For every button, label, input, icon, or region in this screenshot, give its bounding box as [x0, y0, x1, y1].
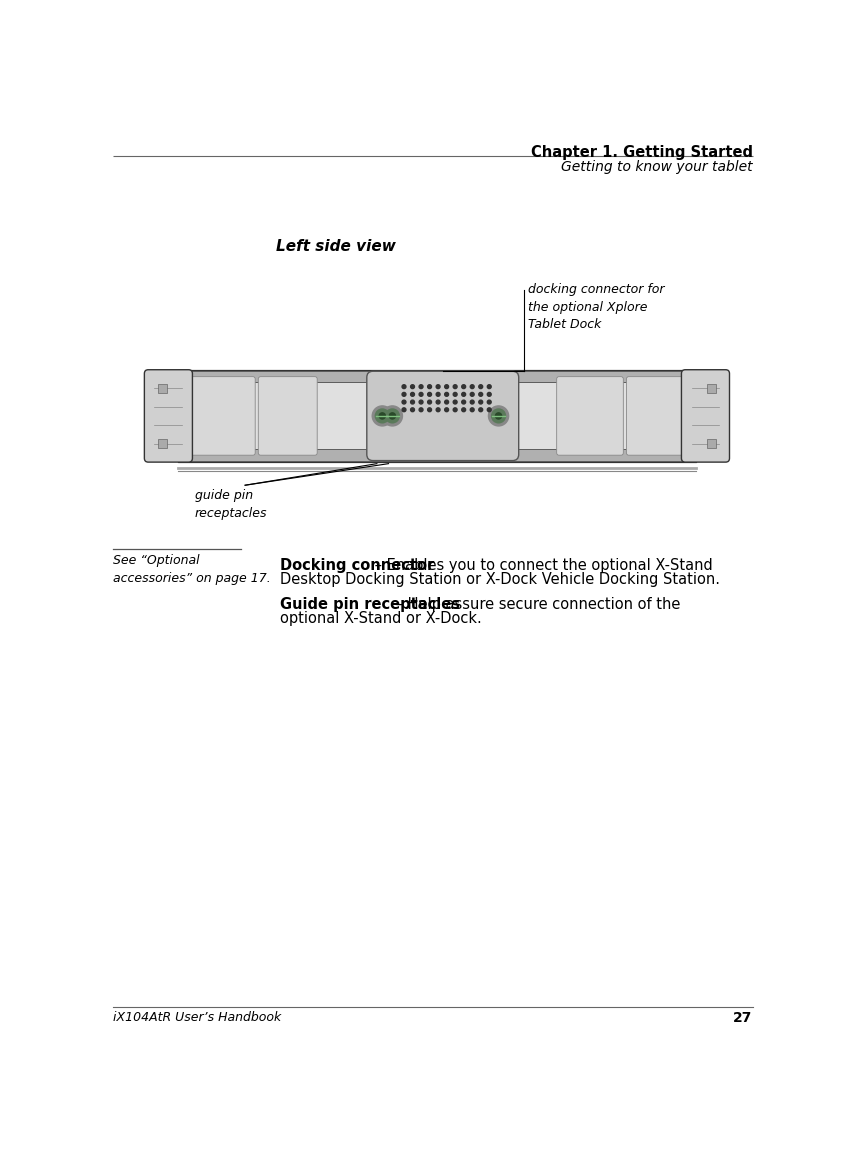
- Circle shape: [444, 392, 448, 397]
- Circle shape: [419, 400, 423, 403]
- Text: Guide pin receptacles: Guide pin receptacles: [279, 596, 459, 612]
- Circle shape: [419, 392, 423, 397]
- Text: 27: 27: [733, 1012, 752, 1025]
- Circle shape: [427, 385, 431, 388]
- Circle shape: [461, 408, 465, 412]
- Circle shape: [487, 408, 490, 412]
- Circle shape: [419, 385, 423, 388]
- Bar: [177, 370, 695, 462]
- Circle shape: [385, 409, 399, 423]
- Circle shape: [436, 400, 440, 403]
- Text: Left side view: Left side view: [276, 239, 396, 254]
- Circle shape: [410, 408, 414, 412]
- Text: guide pin
receptacles: guide pin receptacles: [194, 489, 267, 519]
- Circle shape: [410, 400, 414, 403]
- Circle shape: [470, 392, 473, 397]
- Circle shape: [372, 406, 392, 425]
- Circle shape: [402, 385, 405, 388]
- Circle shape: [410, 392, 414, 397]
- Circle shape: [402, 400, 405, 403]
- Circle shape: [452, 385, 457, 388]
- Circle shape: [402, 392, 405, 397]
- Text: Chapter 1. Getting Started: Chapter 1. Getting Started: [530, 144, 752, 160]
- Text: See “Optional
accessories” on page 17.: See “Optional accessories” on page 17.: [113, 554, 271, 585]
- Circle shape: [470, 400, 473, 403]
- Bar: [177, 371, 695, 383]
- Circle shape: [402, 408, 405, 412]
- Circle shape: [427, 392, 431, 397]
- Bar: [157, 384, 166, 393]
- FancyBboxPatch shape: [188, 377, 255, 455]
- Circle shape: [410, 385, 414, 388]
- Text: – Enables you to connect the optional X-Stand: – Enables you to connect the optional X-…: [369, 558, 711, 573]
- Circle shape: [461, 400, 465, 403]
- Circle shape: [470, 385, 473, 388]
- Circle shape: [487, 392, 490, 397]
- FancyBboxPatch shape: [556, 377, 623, 455]
- FancyBboxPatch shape: [144, 370, 192, 462]
- FancyBboxPatch shape: [680, 370, 728, 462]
- Circle shape: [427, 408, 431, 412]
- Circle shape: [444, 400, 448, 403]
- Text: docking connector for
the optional Xplore
Tablet Dock: docking connector for the optional Xplor…: [528, 283, 663, 332]
- Bar: [706, 384, 716, 393]
- Circle shape: [427, 400, 431, 403]
- Circle shape: [487, 385, 490, 388]
- Circle shape: [375, 409, 389, 423]
- Text: Desktop Docking Station or X-Dock Vehicle Docking Station.: Desktop Docking Station or X-Dock Vehicl…: [279, 572, 719, 587]
- Circle shape: [436, 392, 440, 397]
- Circle shape: [487, 400, 490, 403]
- Circle shape: [436, 385, 440, 388]
- Circle shape: [461, 385, 465, 388]
- Circle shape: [436, 408, 440, 412]
- Circle shape: [379, 413, 385, 418]
- Text: – Help assure secure connection of the: – Help assure secure connection of the: [390, 596, 679, 612]
- Circle shape: [491, 409, 505, 423]
- Circle shape: [495, 413, 501, 418]
- FancyBboxPatch shape: [625, 377, 692, 455]
- Circle shape: [419, 408, 423, 412]
- Circle shape: [452, 408, 457, 412]
- FancyBboxPatch shape: [258, 377, 316, 455]
- Circle shape: [381, 406, 402, 425]
- Circle shape: [461, 392, 465, 397]
- Circle shape: [479, 385, 482, 388]
- Text: optional X-Stand or X-Dock.: optional X-Stand or X-Dock.: [279, 610, 481, 625]
- Circle shape: [452, 400, 457, 403]
- Circle shape: [479, 392, 482, 397]
- Bar: [177, 450, 695, 460]
- Text: iX104AtR User’s Handbook: iX104AtR User’s Handbook: [113, 1012, 281, 1024]
- Text: Getting to know your tablet: Getting to know your tablet: [560, 161, 752, 175]
- Bar: [706, 439, 716, 449]
- Circle shape: [488, 406, 508, 425]
- Circle shape: [444, 385, 448, 388]
- Bar: [157, 439, 166, 449]
- Circle shape: [452, 392, 457, 397]
- Circle shape: [389, 413, 395, 418]
- Circle shape: [470, 408, 473, 412]
- Circle shape: [444, 408, 448, 412]
- Text: Docking connector: Docking connector: [279, 558, 434, 573]
- Circle shape: [479, 408, 482, 412]
- FancyBboxPatch shape: [366, 371, 518, 460]
- Circle shape: [479, 400, 482, 403]
